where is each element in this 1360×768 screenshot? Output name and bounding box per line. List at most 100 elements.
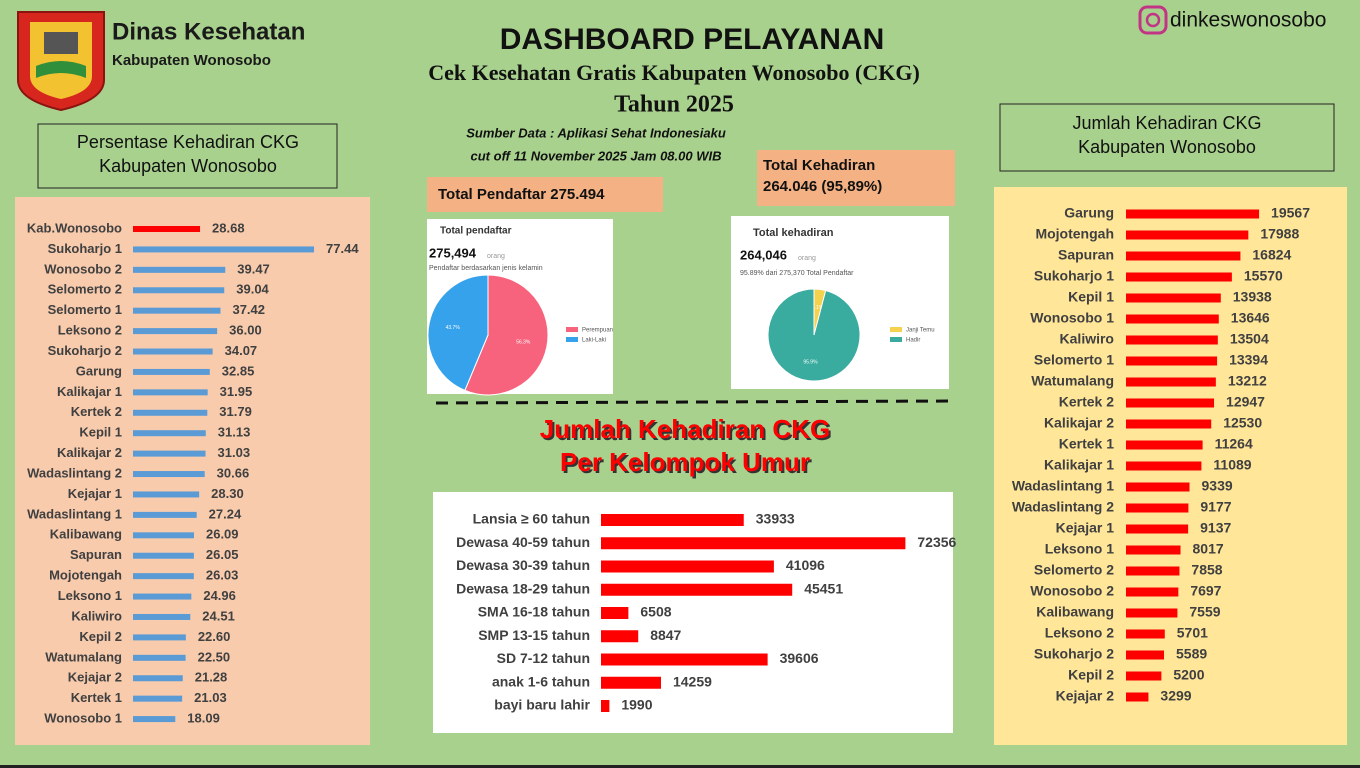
category-label: Wadaslintang 2: [1012, 499, 1114, 515]
category-label: Dewasa 30-39 tahun: [456, 557, 590, 573]
bar: [1126, 293, 1221, 303]
legend-label: Perempuan: [582, 328, 613, 334]
value-label: 26.03: [206, 568, 239, 583]
bar: [1126, 272, 1232, 282]
category-label: Wadaslintang 1: [1012, 478, 1114, 494]
value-label: 9137: [1200, 520, 1231, 536]
category-label: Kepil 1: [1068, 289, 1114, 305]
value-label: 13938: [1233, 289, 1272, 305]
legend-label: Laki-Laki: [582, 338, 606, 344]
value-label: 31.13: [218, 425, 251, 440]
value-label: 24.51: [202, 608, 235, 623]
category-label: SMP 13-15 tahun: [478, 627, 590, 643]
value-label: 9339: [1202, 478, 1233, 494]
chart-title: Per Kelompok Umur: [560, 447, 810, 477]
value-label: 1990: [621, 697, 652, 713]
category-label: Sukoharjo 1: [1034, 268, 1114, 284]
pie-slice: [767, 288, 861, 382]
category-label: Selomerto 1: [1034, 352, 1114, 368]
bar: [1126, 377, 1216, 387]
value-label: 13212: [1228, 373, 1267, 389]
bar: [133, 511, 197, 518]
value-label: 24.96: [203, 588, 236, 603]
page-year: Tahun 2025: [614, 92, 734, 118]
value-label: 12947: [1226, 394, 1265, 410]
legend-swatch: [566, 337, 578, 342]
value-label: 6508: [640, 604, 671, 620]
category-label: Dewasa 18-29 tahun: [456, 580, 590, 596]
category-label: bayi baru lahir: [494, 697, 590, 713]
value-label: 36.00: [229, 323, 262, 338]
org-region: Kabupaten Wonosobo: [112, 52, 271, 69]
bar: [1126, 524, 1189, 534]
bar: [133, 430, 206, 437]
value-label: 5589: [1176, 646, 1207, 662]
category-label: Kertek 2: [71, 404, 122, 419]
value-label: 18.09: [187, 711, 220, 726]
value-label: 9177: [1200, 499, 1231, 515]
bar: [1126, 566, 1180, 576]
category-label: Lansia ≥ 60 tahun: [473, 511, 590, 527]
category-label: Leksono 1: [58, 588, 122, 603]
org-name: Dinas Kesehatan: [112, 18, 305, 45]
bar: [1126, 587, 1179, 597]
category-label: Sukoharjo 2: [1034, 646, 1114, 662]
category-label: Wonosobo 2: [44, 261, 122, 276]
bar: [133, 246, 315, 253]
value-label: 16824: [1252, 247, 1291, 263]
category-label: Dewasa 40-59 tahun: [456, 534, 590, 550]
value-label: 8847: [650, 627, 681, 643]
value-label: 39606: [780, 650, 819, 666]
bar: [1126, 398, 1215, 408]
bar: [1126, 230, 1249, 240]
legend-swatch: [566, 327, 578, 332]
value-label: 28.68: [212, 220, 245, 235]
category-label: Mojotengah: [49, 568, 122, 583]
value-label: 13504: [1230, 331, 1269, 347]
value-label: 39.47: [237, 261, 270, 276]
category-label: Kepil 1: [79, 425, 122, 440]
center-title: Jumlah Kehadiran CKG Per Kelompok Umur J…: [540, 414, 832, 479]
category-label: anak 1-6 tahun: [492, 673, 590, 689]
bar: [133, 348, 213, 355]
value-label: 22.50: [198, 649, 231, 664]
category-label: Wonosobo 1: [1030, 310, 1114, 326]
slice-label: 43.7%: [446, 325, 461, 331]
category-label: Wadaslintang 2: [27, 465, 122, 480]
category-label: Kalikajar 2: [1044, 415, 1114, 431]
bar: [1126, 335, 1218, 345]
value-label: 21.03: [194, 690, 227, 705]
value-label: 7559: [1189, 604, 1220, 620]
chart-title-shadow: Per Kelompok Umur: [562, 449, 812, 479]
category-label: Sukoharjo 2: [48, 343, 122, 358]
value-label: 11264: [1215, 436, 1253, 452]
pie-title: Total kehadiran: [753, 227, 834, 239]
bar: [133, 307, 221, 314]
bar: [601, 700, 610, 712]
category-label: Sapuran: [1058, 247, 1114, 263]
bar: [601, 676, 661, 689]
chart-title: Jumlah Kehadiran CKG: [1072, 113, 1261, 133]
bar: [133, 654, 186, 661]
chart-title: Kabupaten Wonosobo: [1078, 137, 1256, 157]
bar: [1126, 482, 1190, 492]
bar: [133, 226, 201, 232]
bar: [133, 573, 194, 580]
value-label: 33933: [756, 511, 795, 527]
total-box: [757, 150, 955, 206]
bar: [133, 491, 200, 498]
bar: [133, 409, 208, 416]
pie-title: Total pendaftar: [440, 226, 512, 237]
category-label: Garung: [76, 363, 122, 378]
category-label: Kejajar 2: [68, 670, 122, 685]
bar: [1126, 671, 1162, 681]
chart-title-shadow: Jumlah Kehadiran CKG: [542, 416, 832, 446]
bar: [133, 613, 191, 620]
value-label: 7858: [1191, 562, 1222, 578]
category-label: Kalibawang: [1036, 604, 1114, 620]
category-label: Wadaslintang 1: [27, 506, 122, 521]
value-label: 7697: [1190, 583, 1221, 599]
bar: [1126, 503, 1189, 513]
category-label: Kalibawang: [50, 527, 122, 542]
value-label: 72356: [917, 534, 956, 550]
